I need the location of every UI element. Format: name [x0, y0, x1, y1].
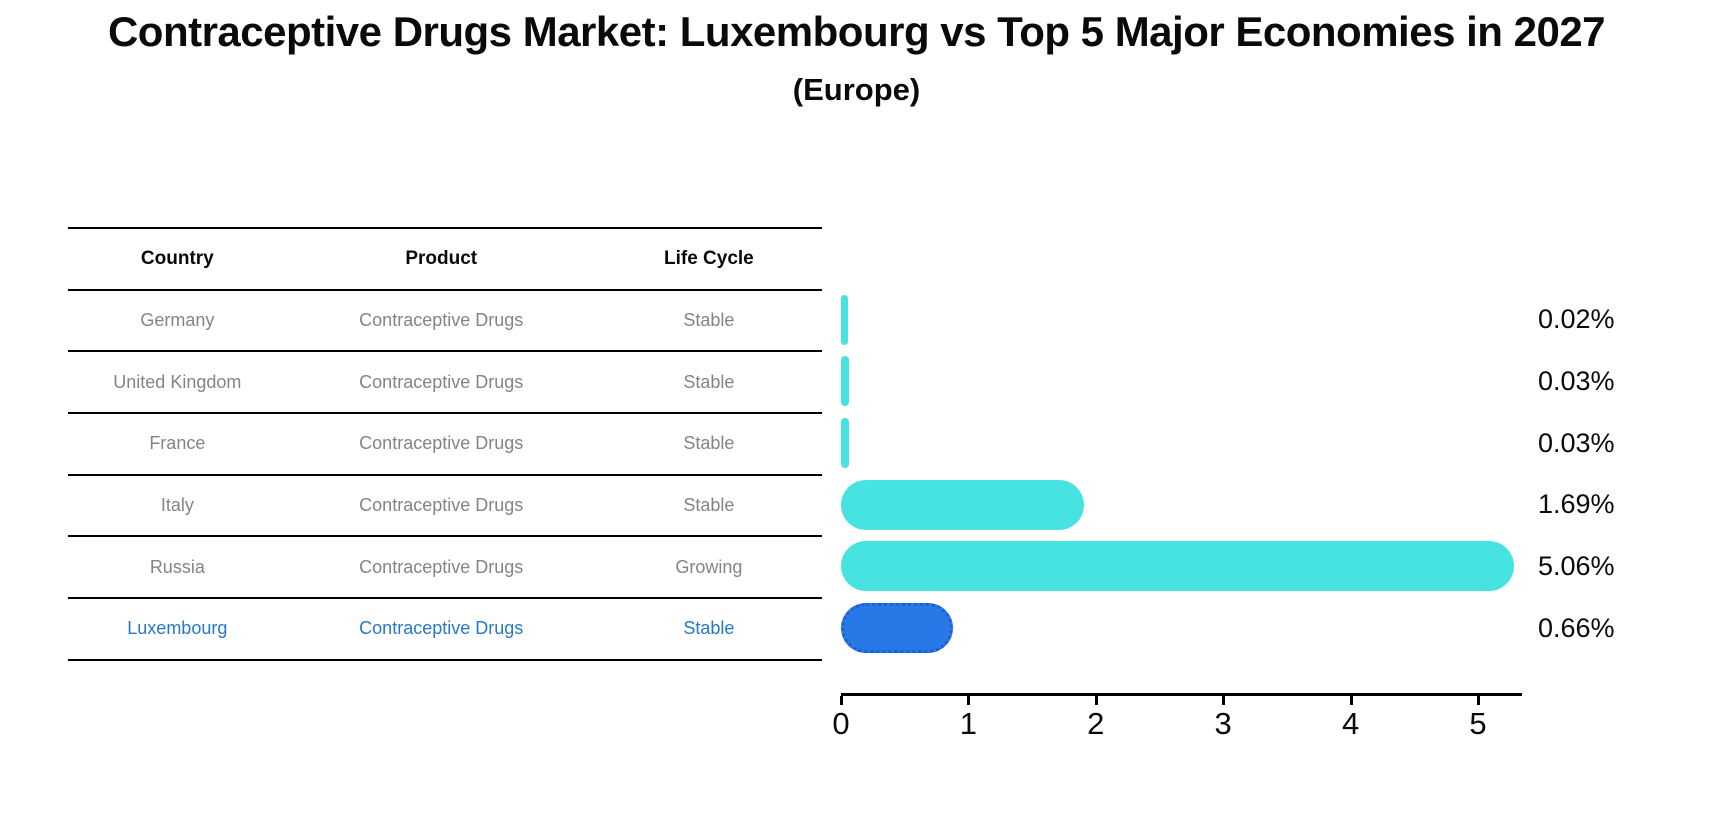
- table-cell-product: Contraceptive Drugs: [359, 618, 524, 639]
- table-cell-product: Contraceptive Drugs: [359, 310, 524, 331]
- table-cell-lifecycle: Stable: [683, 310, 735, 331]
- bar: [841, 356, 849, 407]
- table-cell-lifecycle: Stable: [683, 495, 735, 516]
- x-axis-line: [841, 693, 1522, 696]
- chart-title: Contraceptive Drugs Market: Luxembourg v…: [107, 8, 1606, 55]
- column-header-lifecycle: Life Cycle: [663, 247, 754, 269]
- table-cell-lifecycle: Growing: [675, 556, 743, 577]
- value-labels-column: 0.02% 0.03% 0.03% 1.69% 5.06% 0.66%: [1538, 289, 1708, 659]
- table-body: Germany Contraceptive Drugs Stable Unite…: [68, 291, 822, 661]
- table-header-row: Country Product Life Cycle: [68, 229, 822, 291]
- bar: [841, 294, 848, 345]
- table-row: Luxembourg Contraceptive Drugs Stable: [68, 599, 822, 661]
- bar-row: [841, 474, 1520, 536]
- table-cell-lifecycle: Stable: [683, 433, 735, 454]
- table-row: Germany Contraceptive Drugs Stable: [68, 291, 822, 353]
- table-row: France Contraceptive Drugs Stable: [68, 414, 822, 476]
- bar-row: [841, 412, 1520, 474]
- table-cell-country: United Kingdom: [113, 371, 242, 392]
- x-axis-tick-label: 5: [1469, 706, 1487, 741]
- table-cell-country: Luxembourg: [127, 618, 228, 639]
- x-axis-tick-label: 0: [832, 706, 850, 741]
- table-cell-country: Russia: [149, 556, 205, 577]
- column-header-product: Product: [405, 247, 478, 269]
- chart-subtitle: (Europe): [792, 72, 921, 107]
- value-label: 0.66%: [1538, 612, 1615, 643]
- value-label: 0.03%: [1538, 366, 1615, 397]
- bar-row: [841, 597, 1520, 659]
- x-axis-tick-mark: [1222, 696, 1226, 705]
- x-axis-tick-label: 4: [1341, 706, 1360, 741]
- x-axis-tick-label: 3: [1214, 706, 1232, 741]
- bar: [841, 417, 849, 468]
- bar-row: [841, 536, 1520, 598]
- value-label: 0.03%: [1538, 427, 1615, 458]
- x-axis-tick-mark: [1349, 696, 1353, 705]
- x-axis-tick-mark: [840, 696, 843, 705]
- x-axis-tick-mark: [967, 696, 971, 705]
- table-cell-lifecycle: Stable: [683, 371, 735, 392]
- table-row: Italy Contraceptive Drugs Stable: [68, 476, 822, 538]
- value-label: 0.02%: [1538, 304, 1615, 335]
- table-cell-lifecycle: Stable: [683, 618, 735, 639]
- bar: [841, 602, 954, 653]
- table-cell-product: Contraceptive Drugs: [359, 495, 524, 516]
- bar: [841, 541, 1514, 592]
- table-cell-country: Germany: [140, 310, 215, 331]
- x-axis-tick-mark: [1476, 696, 1480, 705]
- table-cell-product: Contraceptive Drugs: [359, 433, 524, 454]
- table-cell-country: France: [149, 433, 206, 454]
- bar-row: [841, 351, 1520, 413]
- column-header-country: Country: [140, 247, 214, 269]
- value-label: 1.69%: [1538, 489, 1615, 520]
- table-row: United Kingdom Contraceptive Drugs Stabl…: [68, 352, 822, 415]
- country-info-table: Country Product Life Cycle Germany Contr…: [68, 227, 822, 661]
- x-axis-tick-label: 1: [959, 706, 978, 741]
- value-label: 5.06%: [1538, 551, 1615, 582]
- bar-row: [841, 289, 1520, 351]
- table-row: Russia Contraceptive Drugs Growing: [68, 537, 822, 600]
- x-axis-tick-label: 2: [1087, 706, 1105, 741]
- bar: [841, 479, 1085, 530]
- table-cell-product: Contraceptive Drugs: [359, 556, 524, 577]
- table-cell-product: Contraceptive Drugs: [359, 371, 524, 392]
- table-cell-country: Italy: [160, 495, 194, 516]
- x-axis-tick-mark: [1094, 696, 1098, 705]
- bar-plot-area: [841, 289, 1520, 659]
